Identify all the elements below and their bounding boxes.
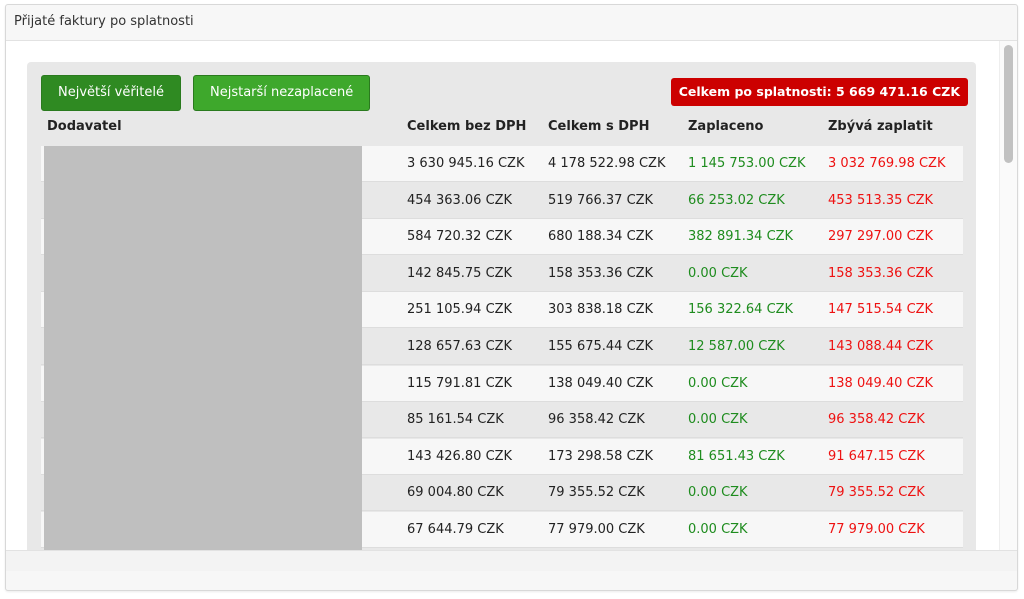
paid-cell: 0.00 CZK	[688, 485, 748, 501]
total-excl-vat-cell: 143 426.80 CZK	[407, 448, 513, 464]
header-total-excl-vat[interactable]: Celkem bez DPH	[407, 119, 527, 134]
scrollbar-thumb[interactable]	[1004, 45, 1013, 163]
paid-cell: 1 145 753.00 CZK	[688, 156, 806, 171]
total-incl-vat-cell: 79 355.52 CZK	[548, 485, 645, 501]
paid-cell: 0.00 CZK	[688, 412, 748, 428]
remaining-cell: 297 297.00 CZK	[828, 229, 934, 245]
report-box: Největší věřitelé Nejstarší nezaplacené …	[27, 62, 976, 571]
total-incl-vat-cell: 138 049.40 CZK	[548, 375, 654, 391]
remaining-cell: 143 088.44 CZK	[828, 339, 934, 354]
remaining-cell: 91 647.15 CZK	[828, 448, 925, 464]
total-incl-vat-cell: 155 675.44 CZK	[548, 339, 654, 354]
paid-cell: 156 322.64 CZK	[688, 302, 794, 318]
total-excl-vat-cell: 67 644.79 CZK	[407, 522, 504, 537]
total-excl-vat-cell: 454 363.06 CZK	[407, 192, 513, 208]
oldest-unpaid-button[interactable]: Nejstarší nezaplacené	[193, 75, 371, 111]
total-incl-vat-cell: 96 358.42 CZK	[548, 412, 645, 428]
total-incl-vat-cell: 680 188.34 CZK	[548, 229, 654, 245]
panel-title: Přijaté faktury po splatnosti	[6, 5, 1017, 41]
total-overdue-badge: Celkem po splatnosti: 5 669 471.16 CZK	[670, 78, 968, 106]
remaining-cell: 77 979.00 CZK	[828, 522, 925, 537]
remaining-cell: 147 515.54 CZK	[828, 302, 934, 318]
total-incl-vat-cell: 4 178 522.98 CZK	[548, 156, 666, 171]
header-paid[interactable]: Zaplaceno	[688, 119, 764, 134]
remaining-cell: 158 353.36 CZK	[828, 265, 934, 281]
paid-cell: 0.00 CZK	[688, 522, 748, 537]
panel-footer	[6, 550, 1017, 571]
paid-cell: 66 253.02 CZK	[688, 192, 785, 208]
header-total-incl-vat[interactable]: Celkem s DPH	[548, 119, 650, 134]
redacted-supplier-names	[44, 146, 362, 571]
remaining-cell: 3 032 769.98 CZK	[828, 156, 946, 171]
paid-cell: 0.00 CZK	[688, 265, 748, 281]
paid-cell: 81 651.43 CZK	[688, 448, 785, 464]
remaining-cell: 96 358.42 CZK	[828, 412, 925, 428]
overdue-invoices-panel: Přijaté faktury po splatnosti Největší v…	[5, 4, 1018, 591]
remaining-cell: 453 513.35 CZK	[828, 192, 934, 208]
total-excl-vat-cell: 128 657.63 CZK	[407, 339, 513, 354]
total-incl-vat-cell: 303 838.18 CZK	[548, 302, 654, 318]
header-supplier[interactable]: Dodavatel	[47, 119, 122, 134]
vertical-scrollbar[interactable]	[999, 41, 1017, 571]
total-excl-vat-cell: 85 161.54 CZK	[407, 412, 504, 428]
total-incl-vat-cell: 77 979.00 CZK	[548, 522, 645, 537]
total-excl-vat-cell: 69 004.80 CZK	[407, 485, 504, 501]
total-incl-vat-cell: 158 353.36 CZK	[548, 265, 654, 281]
remaining-cell: 79 355.52 CZK	[828, 485, 925, 501]
total-incl-vat-cell: 519 766.37 CZK	[548, 192, 654, 208]
total-excl-vat-cell: 584 720.32 CZK	[407, 229, 513, 245]
largest-creditors-button[interactable]: Největší věřitelé	[41, 75, 181, 111]
total-excl-vat-cell: 115 791.81 CZK	[407, 375, 513, 391]
total-excl-vat-cell: 3 630 945.16 CZK	[407, 156, 525, 171]
header-remaining[interactable]: Zbývá zaplatit	[828, 119, 933, 134]
paid-cell: 0.00 CZK	[688, 375, 748, 391]
total-incl-vat-cell: 173 298.58 CZK	[548, 448, 654, 464]
paid-cell: 12 587.00 CZK	[688, 339, 785, 354]
total-excl-vat-cell: 251 105.94 CZK	[407, 302, 513, 318]
panel-body: Největší věřitelé Nejstarší nezaplacené …	[6, 41, 1017, 571]
paid-cell: 382 891.34 CZK	[688, 229, 794, 245]
total-excl-vat-cell: 142 845.75 CZK	[407, 265, 513, 281]
remaining-cell: 138 049.40 CZK	[828, 375, 934, 391]
